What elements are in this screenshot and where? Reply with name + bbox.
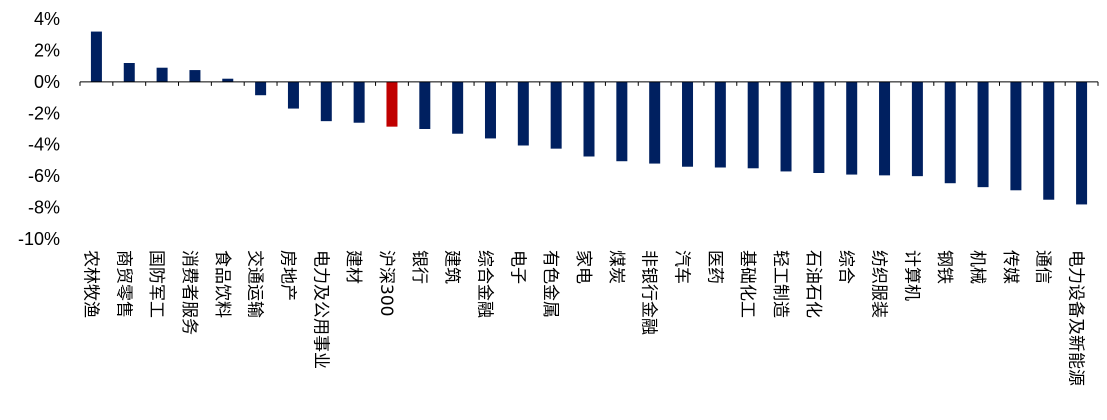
bar: [156, 67, 168, 82]
bar: [1076, 81, 1088, 205]
bar: [353, 81, 365, 123]
bars: [90, 31, 1088, 205]
bar: [583, 81, 595, 157]
x-tick-label: 国防军工: [146, 250, 166, 318]
x-tick-label: 综合金融: [474, 250, 494, 318]
x-tick-label: 食品饮料: [212, 250, 232, 318]
bar: [682, 81, 694, 167]
x-tick-label: 家电: [573, 250, 593, 284]
bar: [649, 81, 661, 164]
y-tick-label: -2%: [28, 103, 60, 123]
bar: [517, 81, 529, 146]
x-tick-label: 电力设备及新能源: [1066, 250, 1086, 386]
x-tick-label: 石油石化: [803, 250, 823, 318]
bar: [189, 70, 201, 82]
y-tick-label: 0%: [34, 72, 60, 92]
x-tick-label: 计算机: [901, 250, 921, 301]
bar: [90, 31, 102, 82]
bar: [944, 81, 956, 184]
x-tick-label: 钢铁: [934, 250, 954, 284]
y-tick-label: -10%: [18, 229, 60, 249]
y-tick-label: -6%: [28, 166, 60, 186]
bar: [747, 81, 759, 169]
y-tick-label: 4%: [34, 9, 60, 29]
y-tick-label: 2%: [34, 40, 60, 60]
x-tick-label: 机械: [967, 250, 987, 284]
x-tick-label: 传媒: [1000, 250, 1020, 284]
x-tick-label: 基础化工: [737, 250, 757, 318]
x-tick-label: 交通运输: [245, 250, 265, 318]
x-tick-label: 综合: [836, 250, 856, 284]
x-tick-label: 农林牧渔: [80, 250, 100, 318]
x-tick-label: 消费者服务: [179, 250, 199, 335]
x-tick-label: 沪深300: [376, 250, 396, 316]
y-tick-label: -8%: [28, 198, 60, 218]
bar: [846, 81, 858, 175]
bar: [977, 81, 989, 188]
x-tick-label: 建筑: [442, 250, 462, 284]
bar: [813, 81, 825, 173]
x-tick-label: 银行: [409, 250, 429, 284]
bar: [222, 78, 234, 82]
x-tick-label: 纺织服装: [869, 250, 889, 318]
y-axis: 4% 2% 0% -2% -4% -6% -8% -10%: [18, 9, 60, 249]
bar: [616, 81, 628, 162]
bar: [287, 81, 299, 109]
x-tick-label: 电子: [507, 250, 527, 284]
x-tick-label: 轻工制造: [770, 250, 790, 318]
bar: [911, 81, 923, 177]
bar: [484, 81, 496, 139]
bar: [419, 81, 431, 129]
x-tick-label: 房地产: [277, 250, 297, 301]
bar: [452, 81, 464, 134]
y-tick-label: -4%: [28, 135, 60, 155]
bar: [320, 81, 332, 122]
x-tick-label: 建材: [343, 250, 363, 284]
bar: [550, 81, 562, 149]
bar: [386, 81, 398, 127]
x-tick-label: 有色金属: [540, 250, 560, 318]
bar: [780, 81, 792, 172]
bar: [1043, 81, 1055, 200]
x-tick-label: 煤炭: [606, 250, 626, 284]
x-axis-labels: 农林牧渔 商贸零售 国防军工 消费者服务 食品饮料 交通运输 房地产 电力及公用事业 建材 沪深3…: [79, 81, 1099, 386]
x-tick-label: 医药: [704, 250, 724, 284]
bar: [879, 81, 891, 176]
x-tick-label: 通信: [1033, 250, 1053, 284]
x-tick-label: 汽车: [672, 250, 692, 284]
x-tick-label: 非银行金融: [639, 250, 659, 335]
x-tick-label: 电力及公用事业: [310, 250, 330, 369]
x-tick-label: 商贸零售: [113, 250, 133, 318]
bar: [123, 63, 135, 82]
bar: [255, 81, 267, 96]
bar: [714, 81, 726, 168]
bar: [1010, 81, 1022, 191]
